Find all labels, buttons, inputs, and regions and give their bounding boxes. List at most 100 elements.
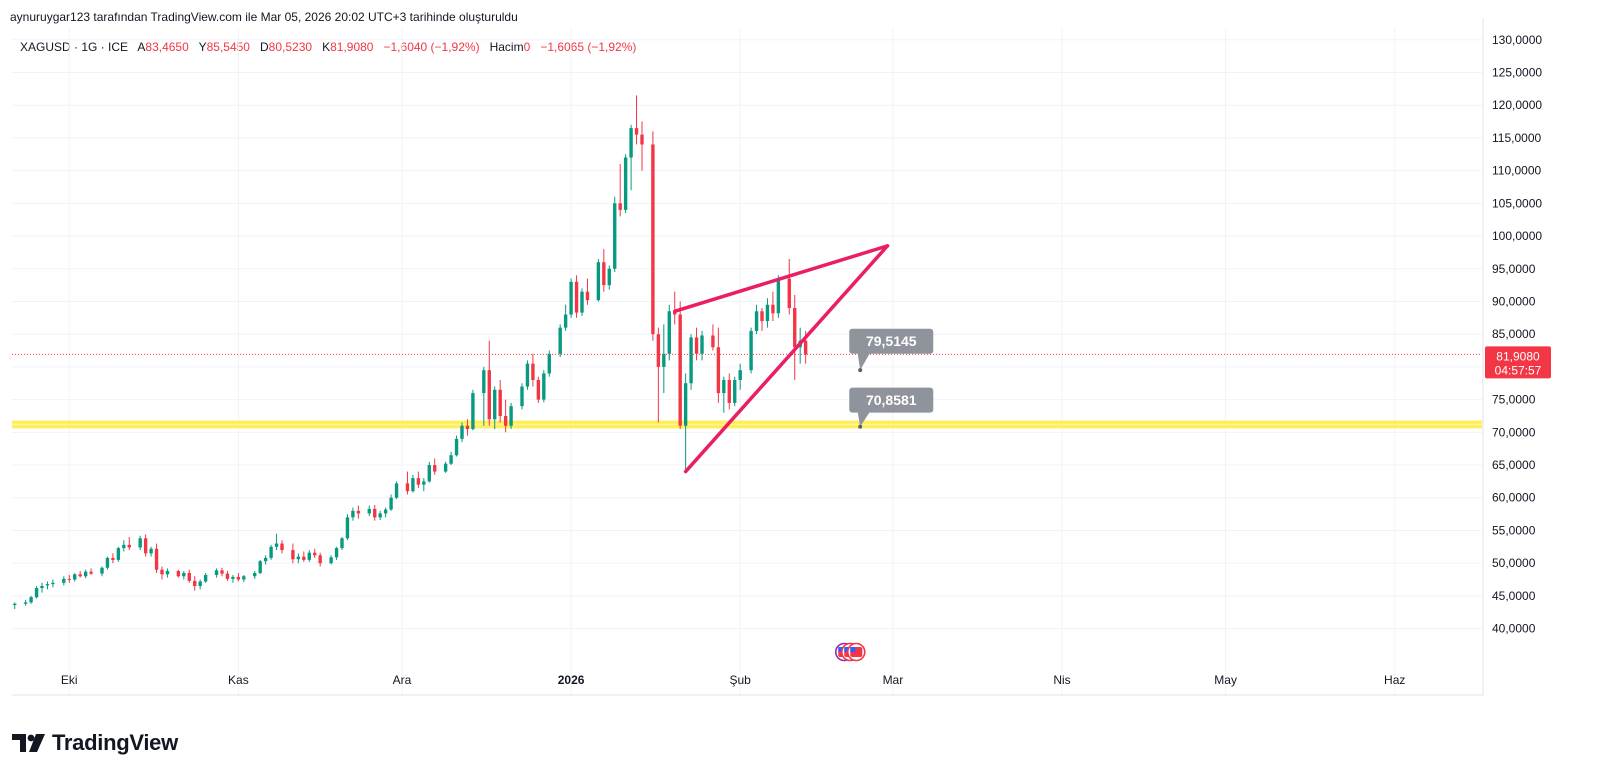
candle-up [334,546,339,560]
candle-body [73,574,77,580]
candle-down [143,534,148,557]
candle-up [569,278,573,318]
candle-up [378,510,382,520]
candle-up [263,555,268,565]
price-tick-label: 40,0000 [1492,622,1536,636]
event-flag-canton [838,647,844,652]
candle-down [585,278,590,305]
candle-body [340,538,344,549]
candle-up [509,402,513,430]
candle-up [122,540,126,552]
chart-axes[interactable]: 130,0000 125,0000 120,0000 115,0000 110,0000… [12,18,1551,696]
candle-up [738,363,742,390]
candle-body [258,561,262,573]
candle-down [498,379,502,423]
candle-down [503,399,508,433]
candle-down [771,291,775,322]
candle-body [760,311,764,322]
candle-body [280,543,284,551]
candle-down [656,327,661,423]
candle-body [231,576,235,579]
candle-up [40,582,44,593]
candle-body [100,567,104,574]
price-callouts[interactable]: 79,5145 70,8581 [849,328,934,429]
candle-body [449,455,453,464]
candle-body [367,508,371,514]
candle-up [214,568,219,578]
candle-up [542,370,546,403]
candle-down [220,567,224,577]
candle-body [520,386,524,407]
candle-body [569,281,573,315]
candle-body [771,304,775,314]
candle-up [231,574,235,583]
candle-body [574,281,579,313]
price-tick-label: 45,0000 [1492,589,1536,603]
candle-body [678,314,682,426]
candle-body [700,335,704,354]
candle-down [187,569,191,583]
callout-pointer [857,350,872,371]
time-tick-label: Mar [883,673,904,687]
callout-anchor [858,424,863,429]
candle-body [51,582,55,585]
volume-value: 0 [523,40,531,54]
candle-up [258,559,262,575]
candle-up [138,535,142,551]
candle-body [667,311,671,354]
price-tick-label: 115,0000 [1492,131,1541,145]
candle-body [580,291,584,313]
symbol-info[interactable]: XAGUSD · 1G · ICE [20,40,129,54]
close-value: 81,9080 [330,40,374,54]
wedge-lower-line[interactable] [683,244,890,474]
symbol-legend: XAGUSD · 1G · ICE A83,4650 Y85,5450 D80,… [20,40,636,54]
price-tick-label: 55,0000 [1492,523,1536,537]
price-tick-label: 60,0000 [1492,491,1536,505]
candle-body [378,513,382,518]
tradingview-logo[interactable]: TradingView [12,730,178,756]
chart-attribution: aynuruygar123 tarafından TradingView.com… [10,10,518,24]
candle-up [629,124,633,191]
callout-box [849,328,934,354]
candles [12,95,1482,609]
candle-body [411,478,415,492]
candle-body [422,481,426,485]
candle-down [694,327,699,361]
candle-body [662,353,666,367]
candle-down [236,572,241,582]
candle-up [165,568,170,578]
candle-body [471,393,475,430]
time-tick-label: Şub [730,673,752,687]
candle-up [149,546,153,557]
candle-body [727,379,731,403]
candle-body [618,203,622,210]
candle-up [733,376,737,407]
candle-up [389,494,393,511]
price-callout[interactable]: 70,8581 [849,387,934,429]
candle-up [700,330,704,361]
candle-up [34,586,39,599]
candle-up [383,507,388,518]
candle-body [220,570,224,574]
price-callout[interactable]: 79,5145 [849,328,934,373]
economic-events[interactable] [834,642,866,662]
callout-box [849,387,934,413]
candle-down [465,419,470,436]
candle-down [127,537,131,551]
candle-body [427,465,431,482]
wedge-pattern[interactable] [672,244,890,474]
candle-up [580,288,584,316]
candle-up [345,514,350,541]
candle-down [651,131,655,341]
candle-up [754,304,759,335]
candle-body [443,463,448,472]
event-flag-icon[interactable] [846,642,866,662]
candle-up [689,334,693,390]
candle-body [274,543,279,547]
wedge-upper-line[interactable] [672,244,890,314]
candle-body [45,584,50,586]
time-tick-label: Haz [1384,673,1405,687]
candle-body [394,483,399,498]
